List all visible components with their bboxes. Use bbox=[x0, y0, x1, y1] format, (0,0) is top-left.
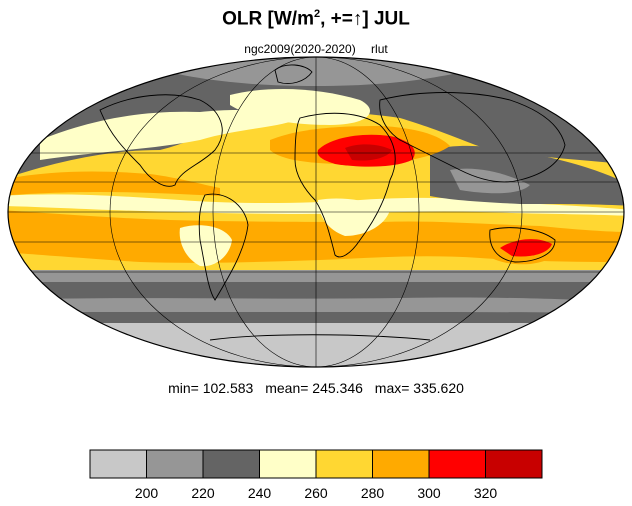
map-border bbox=[7, 56, 625, 368]
title-main: OLR [W/m bbox=[222, 8, 314, 30]
arctic-gray bbox=[160, 57, 470, 86]
colorbar-boxes bbox=[89, 449, 543, 479]
variable-label: rlut bbox=[371, 42, 388, 56]
colorbar-box bbox=[259, 449, 317, 479]
north-pacific-orange bbox=[8, 171, 220, 196]
max-value: max= 335.620 bbox=[374, 380, 464, 396]
colorbar-tick-label: 320 bbox=[474, 485, 498, 501]
colorbar-tick-label: 240 bbox=[248, 485, 272, 501]
colorbar-tick-label: 300 bbox=[417, 485, 441, 501]
australia-red bbox=[500, 239, 552, 257]
colorbar-box bbox=[89, 449, 147, 479]
colorbar-tick-label: 220 bbox=[191, 485, 215, 501]
north-atlantic-pale bbox=[230, 88, 370, 125]
title-superscript: 2 bbox=[313, 8, 321, 20]
colorbar-box bbox=[146, 449, 204, 479]
case-label: ngc2009(2020-2020) bbox=[244, 42, 356, 56]
south-america-pale bbox=[179, 225, 232, 267]
min-value: min= 102.583 bbox=[168, 380, 254, 396]
colorbar-tick-label: 260 bbox=[304, 485, 328, 501]
colorbar-box bbox=[372, 449, 430, 479]
colorbar-tick-label: 280 bbox=[361, 485, 385, 501]
colorbar-box bbox=[315, 449, 373, 479]
plot-title: OLR [W/m2, +=↑] JUL bbox=[0, 8, 632, 30]
colorbar-box bbox=[428, 449, 486, 479]
coastlines bbox=[99, 64, 566, 341]
graticule bbox=[8, 57, 624, 367]
africa-pale bbox=[318, 198, 390, 236]
statistics-line: min= 102.583 mean= 245.346 max= 335.620 bbox=[0, 380, 632, 396]
mean-value: mean= 245.346 bbox=[265, 380, 363, 396]
colorbar-box bbox=[202, 449, 260, 479]
colorbar-box bbox=[485, 449, 543, 479]
world-map bbox=[7, 56, 625, 368]
colorbar-ticks: 200 220 240 260 280 300 320 bbox=[135, 485, 498, 501]
arabia-dark-red bbox=[345, 144, 392, 161]
north-pale-zone bbox=[40, 110, 300, 160]
colorbar-tick-label: 200 bbox=[135, 485, 159, 501]
plot-subtitle: ngc2009(2020-2020) rlut bbox=[0, 42, 632, 56]
title-rest: , +=↑] JUL bbox=[320, 8, 410, 30]
